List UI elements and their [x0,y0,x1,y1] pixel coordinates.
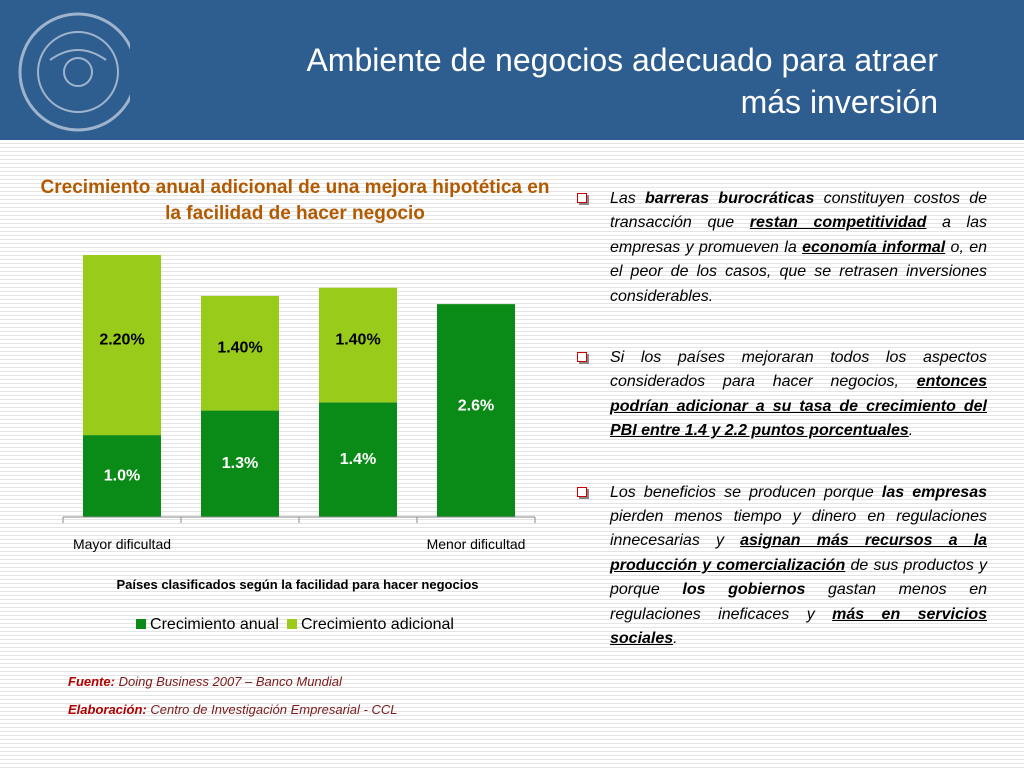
x-tick-label: Mayor dificultad [72,536,172,552]
title: más inversión [740,84,938,120]
source-text: Centro de Investigación Empresarial - CC… [150,702,398,717]
source: Fuente: Doing Business 2007 – Banco Mund… [68,674,342,689]
bar-segment [83,255,161,436]
source-label: Fuente: [68,674,115,689]
bar-segment [437,304,515,517]
bullet-text: los gobiernos [682,581,806,599]
data-label: 1.0% [104,467,140,484]
bullet-text: Las [610,190,646,207]
legend-label: Crecimiento anual [150,616,279,633]
bullet-text: pierden menos tiempo y dinero en regulac… [610,508,987,550]
bullet-text: . [673,630,678,648]
bullet-text: Los beneficios se producen porque [610,483,882,501]
data-label: 2.6% [458,398,494,415]
x-tick-label: Menor dificultad [426,536,526,552]
bullet-text: o, en el peor de los casos, que se retra… [610,238,988,305]
bullet-text: de sus productos y porque [610,556,987,599]
header: Ambiente de negocios adecuado para atrae… [0,0,1024,140]
legend-item: Crecimiento anual [136,616,279,633]
logo [18,12,130,132]
bullet-text: asignan más recursos a la producción y c… [610,532,987,574]
bullet-text: entonces podrían adicionar a su tasa de … [610,373,987,440]
bar-segment [83,435,161,517]
source-text: Doing Business 2007 – Banco Mundial [118,674,342,689]
bar-segment [201,410,279,517]
data-label: 2.20% [99,331,144,348]
bullet-text: barreras burocráticas [645,190,815,207]
bullet: Los beneficios se producen porque las em… [575,481,987,652]
bullet-list: Las barreras burocráticas constituyen co… [575,187,987,689]
data-label: 1.3% [222,455,258,472]
source: Elaboración: Centro de Investigación Emp… [68,702,397,717]
title: Ambiente de negocios adecuado para atrae… [306,42,938,78]
legend-swatch [136,619,147,629]
bullet-text: Si los países mejoraran todos los aspect… [610,349,987,391]
bullet-text: más en servicios sociales [610,605,988,648]
legend-item: Crecimiento adicional [286,616,454,633]
bullet-text: las empresas [881,483,987,501]
data-label: 1.40% [335,331,380,348]
bar-segment [319,402,397,517]
source-label: Elaboración: [68,702,147,717]
x-axis-label: Países clasificados según la facilidad p… [116,577,479,592]
bar-segment [319,287,397,403]
legend-label: Crecimiento adicional [300,616,454,633]
bullet: Si los países mejoraran todos los aspect… [575,346,987,444]
legend-swatch [286,619,297,629]
data-label: 1.40% [217,339,262,356]
bullet-text: restan competitividad [749,214,927,232]
bullet-text: . [908,422,914,440]
bullet: Las barreras burocráticas constituyen co… [575,187,987,309]
data-label: 1.4% [340,451,376,468]
bullet-text: economía informal [802,238,946,256]
bullet-text: a las empresas y promueven la [610,214,988,256]
chart-title: Crecimiento anual adicional de una mejor… [40,177,550,224]
bar-segment [201,295,279,411]
bullet-text: constituyen costos de transacción que [610,190,987,232]
bullet-text: gastan menos en regulaciones ineficaces … [610,581,987,623]
legend: Crecimiento anual Crecimiento adicional [40,616,550,634]
